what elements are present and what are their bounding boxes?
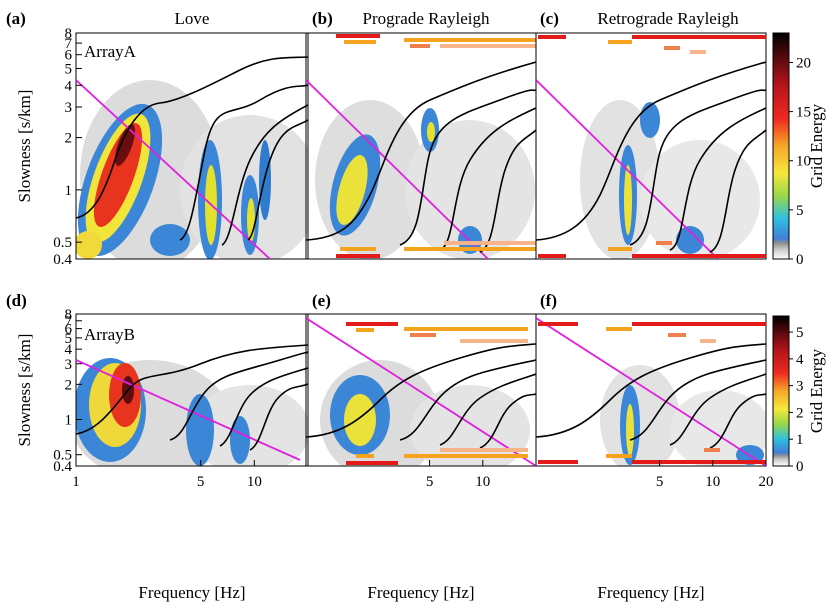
y-tick-label: 3 [65,100,73,116]
x-tick-label: 20 [759,474,774,490]
panel-label-f: (f) [540,291,557,310]
y-axis-label-bottom: Slowness [s/km] [15,334,34,447]
array-limit-line-e [306,317,536,466]
panel-label-b: (b) [312,9,333,28]
array-limit-line-b [306,79,489,259]
colorbar-tick-label: 0 [796,252,804,268]
panel-label-c: (c) [540,9,559,28]
y-tick-label: 8 [65,307,73,323]
axes-frame-a [75,32,309,260]
curves-c [536,61,766,259]
x-axis-label-e: Frequency [Hz] [367,583,474,602]
frequency-bars-c [538,35,766,258]
y-tick-label: 7 [65,36,73,52]
y-tick-label: 0.5 [53,448,72,464]
curves-b [306,61,536,259]
curves-e [306,317,536,466]
colorbar-tick-label: 15 [796,105,811,121]
colorbar-tick-label: 4 [796,352,804,368]
y-tick-label: 4 [65,78,73,94]
colorbar-tick-label: 2 [796,405,804,421]
frequency-bars-e [346,322,528,465]
y-tick-label: 0.5 [53,235,72,251]
x-axis-label-d: Frequency [Hz] [138,583,245,602]
x-tick-label: 1 [72,474,80,490]
y-tick-label: 1 [65,413,73,429]
y-tick-label: 3 [65,357,73,373]
panel-a [75,32,309,260]
array-limit-line-f [536,317,766,466]
x-tick-label: 10 [247,474,262,490]
array-limit-line-a [76,79,271,259]
y-axis-label-top: Slowness [s/km] [15,90,34,203]
heatmap-a [76,80,308,259]
y-tick-label: 0.4 [53,252,72,268]
x-tick-label: 5 [656,474,664,490]
array-label-b: ArrayB [84,325,135,344]
axes-frame-f [535,313,767,467]
panel-title-retrograde: Retrograde Rayleigh [597,9,739,28]
colorbar-tick-label: 0 [796,459,804,475]
axes-frame-c [535,32,767,260]
y-tick-label: 8 [65,26,73,42]
colorbar-tick-label: 20 [796,55,811,71]
heatmap-c [580,100,760,259]
curves-f [536,317,766,466]
panel-d [75,313,309,467]
array-limit-line-d [76,359,301,461]
heatmap-d [76,358,308,466]
colorbar-label-top: Grid Energy [807,103,826,188]
heatmap-b [315,100,535,259]
colorbar-top: 0 5 10 15 20 Grid Energy [772,32,826,268]
panel-label-e: (e) [312,291,331,310]
panel-b [305,32,537,260]
colorbar-bottom: 0 1 2 3 4 5 Grid Energy [772,315,826,475]
y-tick-label: 0.4 [53,459,72,475]
panel-f [535,313,767,467]
panel-title-prograde: Prograde Rayleigh [363,9,490,28]
y-tick-label: 2 [65,131,73,147]
axes-frame-d [75,313,309,467]
curves-a [76,56,308,259]
curves-d [76,344,308,461]
x-tick-label: 5 [426,474,434,490]
colorbar-tick-label: 1 [796,432,804,448]
panel-e [305,313,537,467]
y-tick-label: 6 [65,322,73,338]
array-limit-line-c [536,79,719,259]
y-tick-label: 1 [65,183,73,199]
frequency-bars-f [538,322,766,464]
panel-label-a: (a) [6,9,26,28]
frequency-bars-b [336,34,536,258]
x-axis-label-f: Frequency [Hz] [597,583,704,602]
panel-c [535,32,767,260]
panel-title-love: Love [175,9,210,28]
x-tick-label: 10 [475,474,490,490]
y-tick-label: 5 [65,331,73,347]
colorbar-tick-label: 10 [796,154,811,170]
x-tick-label: 5 [197,474,205,490]
colorbar-tick-label: 3 [796,379,804,395]
colorbar-tick-label: 5 [796,325,804,341]
y-tick-label: 4 [65,342,73,358]
x-tick-label: 10 [705,474,720,490]
y-tick-label: 2 [65,377,73,393]
array-label-a: ArrayA [84,42,137,61]
y-tick-label: 7 [65,314,73,330]
y-tick-label: 6 [65,48,73,64]
colorbar-tick-label: 5 [796,203,804,219]
panel-label-d: (d) [6,291,27,310]
colorbar-label-bottom: Grid Energy [807,348,826,433]
y-tick-label: 5 [65,61,73,77]
